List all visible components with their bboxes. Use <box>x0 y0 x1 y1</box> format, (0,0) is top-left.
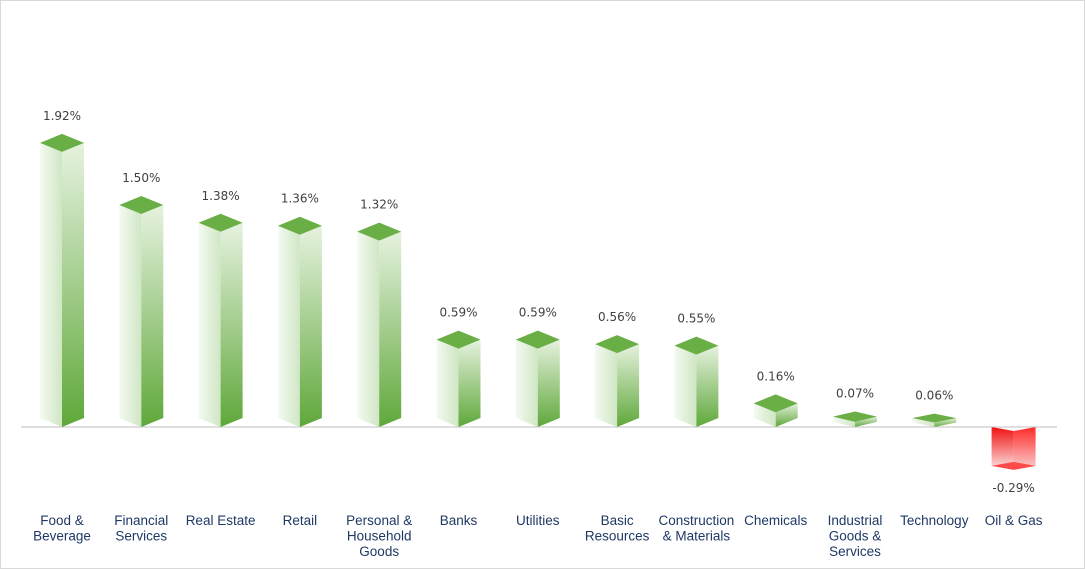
data-label: 1.92% <box>43 109 81 123</box>
data-label: 1.38% <box>202 189 240 203</box>
bar-left-face <box>277 225 300 427</box>
category-tick-label: Real Estate <box>186 513 256 528</box>
bar <box>991 427 1036 470</box>
bar <box>198 213 243 427</box>
bar-right-face <box>934 418 957 427</box>
bar-left-face <box>515 339 538 427</box>
category-tick-label: Oil & Gas <box>985 513 1043 528</box>
category-tick-label: Industrial Goods & Services <box>828 513 883 559</box>
category-tick-label: Basic Resources <box>585 513 650 544</box>
bar-left-face <box>595 344 618 427</box>
bar-top <box>515 330 560 349</box>
bar-right-face <box>775 403 798 427</box>
data-label: 1.50% <box>122 171 160 185</box>
category-tick-label: Utilities <box>516 513 560 528</box>
bar <box>119 196 164 427</box>
category-tick-label: Technology <box>900 513 969 528</box>
category-tick-label: Banks <box>440 513 478 528</box>
bar <box>674 336 719 427</box>
bars-layer <box>40 133 1036 470</box>
bar-top <box>595 335 640 354</box>
bar-right-face <box>855 416 877 427</box>
bar-right-face <box>62 142 84 427</box>
category-tick-label: Personal & Household Goods <box>346 513 412 559</box>
data-label: 1.36% <box>281 192 319 206</box>
bar-top <box>119 196 164 214</box>
data-label: 0.07% <box>836 386 874 400</box>
bar <box>515 330 560 427</box>
bar-right-face <box>220 222 243 427</box>
bar-top <box>753 394 798 413</box>
bar-top <box>436 330 481 349</box>
bar-top <box>40 133 84 152</box>
bar-right-face <box>299 225 322 427</box>
bar <box>436 330 481 427</box>
bar <box>753 394 798 427</box>
bar-right-face <box>379 231 402 427</box>
bar-right-face <box>617 344 640 427</box>
data-label: 0.06% <box>915 389 953 403</box>
data-label: 0.55% <box>677 312 715 326</box>
bar-left-face <box>436 339 459 427</box>
bar-top <box>357 222 402 241</box>
category-labels: Food & Beverage Financial Services Real Esta… <box>33 513 1043 559</box>
category-tick-label: Food & Beverage <box>33 513 91 544</box>
bar-left-face <box>357 231 380 427</box>
data-label: 0.59% <box>439 306 477 320</box>
bar-top <box>277 216 322 235</box>
data-label: 0.56% <box>598 310 636 324</box>
bar <box>357 222 402 427</box>
data-label: -0.29% <box>992 481 1034 495</box>
data-label: 1.32% <box>360 198 398 212</box>
bar-top <box>674 336 719 355</box>
bar <box>277 216 322 427</box>
bar <box>595 335 640 427</box>
bar-left-face <box>912 418 935 427</box>
bar-left-face <box>674 345 697 427</box>
bar-bottom <box>991 461 1036 470</box>
data-label: 0.16% <box>757 369 795 383</box>
bar <box>912 413 957 427</box>
category-tick-label: Financial Services <box>114 513 168 544</box>
bar-left-face <box>40 142 62 427</box>
bar-left-face <box>833 416 855 427</box>
category-tick-label: Construction & Materials <box>659 513 735 544</box>
bar-right-face <box>696 345 719 427</box>
bar-top <box>912 413 957 423</box>
bar-left-face <box>753 403 776 427</box>
bar <box>833 411 877 427</box>
bar-right-face <box>458 339 481 427</box>
data-label: 0.59% <box>519 306 557 320</box>
value-labels: 1.92% 1.50% 1.38% 1.36% 1.32% 0.59% 0.59% 0.56%… <box>43 109 1035 495</box>
bar-top <box>198 213 243 232</box>
bar <box>40 133 84 427</box>
bar-left-face <box>198 222 221 427</box>
bar-right-face <box>1013 427 1036 470</box>
bar-left-face <box>119 205 142 427</box>
bar-top <box>833 411 877 422</box>
bar-left-face <box>991 427 1014 470</box>
bar-right-face <box>537 339 560 427</box>
category-tick-label: Retail <box>283 513 318 528</box>
bar-right-face <box>141 205 164 427</box>
category-tick-label: Chemicals <box>744 513 807 528</box>
